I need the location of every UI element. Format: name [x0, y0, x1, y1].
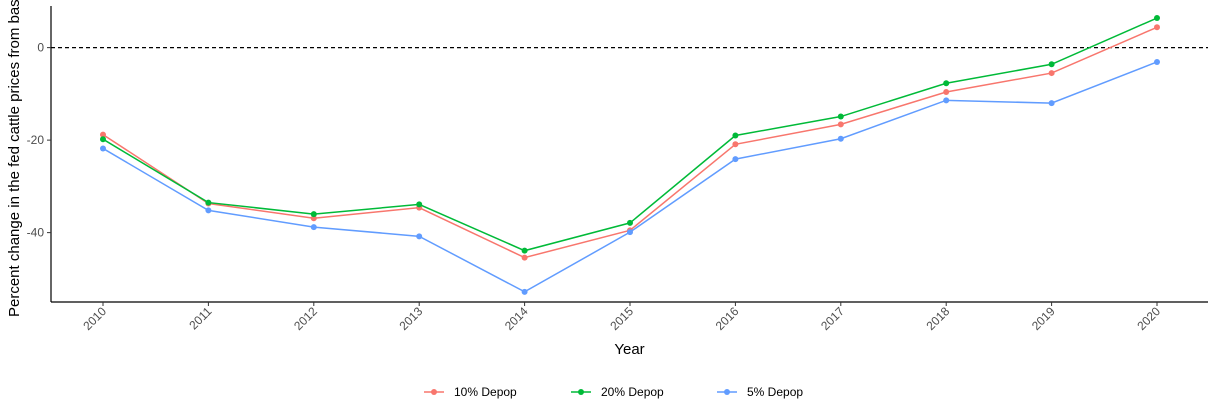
y-tick-label: 0	[37, 41, 44, 55]
legend-label: 10% Depop	[454, 385, 517, 399]
data-point	[943, 97, 950, 104]
y-axis-ticks: -40 -20 0	[27, 41, 51, 240]
x-axis-ticks: 2010 2011 2012 2013 2014 2015 2016 2017 2018 2019…	[80, 302, 1163, 333]
y-axis-title: Percent change in the fed cattle prices …	[6, 0, 23, 317]
data-point	[310, 215, 317, 222]
data-point	[943, 80, 950, 87]
y-tick-label: -40	[27, 226, 45, 240]
data-point	[310, 211, 317, 218]
x-tick-label: 2019	[1029, 304, 1058, 333]
data-point	[310, 224, 317, 231]
data-point	[1048, 61, 1055, 68]
data-point	[1154, 15, 1160, 22]
x-tick-label: 2015	[607, 304, 636, 333]
legend-label: 5% Depop	[747, 385, 803, 399]
legend-item: 5% Depop	[717, 385, 803, 399]
series-line	[102, 61, 1158, 293]
legend-key-point	[724, 389, 730, 395]
data-point	[521, 288, 528, 295]
x-tick-label: 2016	[713, 304, 742, 333]
legend-label: 20% Depop	[601, 385, 664, 399]
data-point	[732, 156, 739, 163]
data-point	[416, 201, 423, 208]
plot-area	[50, 6, 1208, 303]
data-point	[1048, 70, 1055, 77]
data-point	[100, 145, 106, 152]
x-tick-label: 2010	[80, 304, 109, 333]
series-layer	[100, 15, 1160, 295]
data-point	[837, 121, 844, 128]
data-point	[521, 254, 528, 261]
data-point	[100, 136, 106, 143]
x-tick-label: 2017	[818, 304, 847, 333]
data-point	[732, 132, 739, 139]
legend-key-point	[578, 389, 584, 395]
x-axis-title: Year	[614, 341, 644, 358]
data-point	[1048, 100, 1055, 107]
series-20-depop	[100, 15, 1160, 254]
data-point	[1154, 24, 1160, 31]
data-point	[100, 131, 106, 138]
legend-item: 10% Depop	[424, 385, 517, 399]
data-point	[521, 247, 528, 254]
x-tick-label: 2013	[397, 304, 426, 333]
data-point	[416, 233, 423, 240]
data-point	[943, 89, 950, 96]
data-point	[837, 135, 844, 142]
x-tick-label: 2011	[186, 304, 214, 332]
data-point	[837, 113, 844, 120]
legend: 10% Depop 20% Depop 5% Depop	[424, 385, 803, 399]
data-point	[1154, 58, 1160, 65]
data-point	[205, 199, 212, 206]
x-tick-label: 2020	[1134, 304, 1163, 333]
legend-item: 20% Depop	[571, 385, 664, 399]
legend-key-point	[431, 389, 437, 395]
series-5-depop	[100, 58, 1160, 295]
y-tick-label: -20	[27, 133, 45, 147]
x-tick-label: 2018	[924, 304, 953, 333]
data-point	[732, 141, 739, 148]
x-tick-label: 2014	[502, 304, 531, 333]
data-point	[205, 207, 212, 214]
data-point	[627, 219, 633, 226]
data-point	[627, 229, 633, 236]
x-tick-label: 2012	[291, 304, 320, 333]
series-line	[102, 17, 1158, 252]
